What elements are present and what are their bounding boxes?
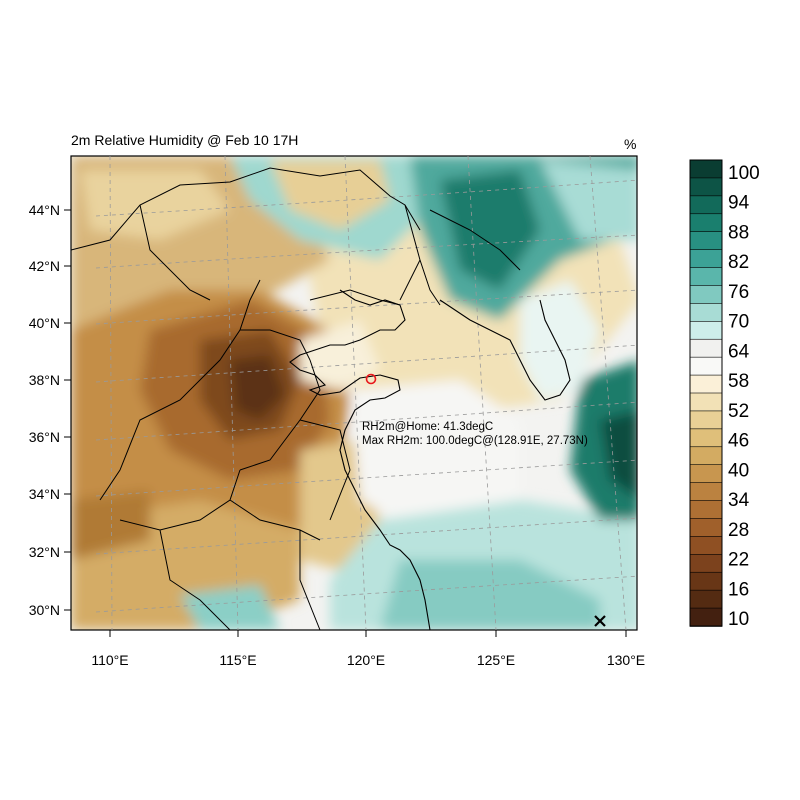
colorbar-swatch: [689, 518, 723, 538]
lat-label: 30°N: [29, 602, 60, 618]
colorbar-label: 82: [728, 252, 749, 273]
colorbar-labels: 100 94 88 82 76 70 64 58 52 46 40 34 28 22 16 10: [728, 163, 760, 630]
colorbar-swatch: [689, 285, 723, 305]
colorbar-label: 10: [728, 609, 749, 630]
home-annotation: RH2m@Home: 41.3degC: [362, 421, 493, 433]
lat-label: 36°N: [29, 429, 60, 445]
colorbar-label: 52: [728, 401, 749, 422]
colorbar-label: 100: [728, 163, 760, 184]
map-frame: [70, 155, 638, 631]
humidity-field: [71, 156, 637, 630]
colorbar-swatch: [689, 177, 723, 197]
colorbar-label: 40: [728, 460, 749, 481]
colorbar-swatch: [689, 607, 723, 627]
colorbar-swatch: [689, 589, 723, 609]
colorbar-label: 70: [728, 312, 749, 333]
colorbar-swatch: [689, 231, 723, 251]
colorbar-swatch: [689, 338, 723, 358]
lon-label: 110°E: [91, 652, 128, 668]
colorbar-swatch: [689, 500, 723, 520]
colorbar-swatch: [689, 249, 723, 269]
colorbar-label: 76: [728, 282, 749, 303]
colorbar-swatch: [689, 374, 723, 394]
lon-label: 130°E: [607, 652, 645, 668]
colorbar: 100 94 88 82 76 70 64 58 52 46 40 34 28 22 16 10: [689, 159, 760, 630]
colorbar-swatch: [689, 428, 723, 448]
colorbar-label: 22: [728, 550, 749, 571]
colorbar-swatch: [689, 303, 723, 323]
units-label: %: [624, 136, 637, 152]
lat-label: 32°N: [29, 544, 60, 560]
lat-label: 38°N: [29, 372, 60, 388]
province-boundaries: [71, 167, 521, 630]
longitude-axis: 110°E 115°E 120°E 125°E 130°E: [91, 630, 645, 668]
colorbar-label: 28: [728, 520, 749, 541]
colorbar-swatch: [689, 482, 723, 502]
colorbar-swatch: [689, 195, 723, 215]
lon-label: 120°E: [347, 652, 385, 668]
lon-label: 115°E: [219, 652, 256, 668]
colorbar-label: 46: [728, 431, 749, 452]
colorbar-swatch: [689, 213, 723, 233]
latitude-axis: 44°N 42°N 40°N 38°N 36°N 34°N 32°N 30°N: [29, 202, 71, 618]
colorbar-label: 94: [728, 193, 750, 214]
lat-label: 44°N: [29, 202, 60, 218]
max-annotation: Max RH2m: 100.0degC@(128.91E, 27.73N): [362, 435, 588, 447]
colorbar-swatch: [689, 159, 723, 179]
colorbar-swatch: [689, 571, 723, 591]
colorbar-swatch: [689, 446, 723, 466]
colorbar-swatches: [689, 159, 723, 627]
colorbar-label: 16: [728, 579, 749, 600]
colorbar-label: 64: [728, 341, 750, 362]
colorbar-swatch: [689, 554, 723, 574]
colorbar-swatch: [689, 392, 723, 412]
coastline: [289, 289, 571, 630]
colorbar-swatch: [689, 321, 723, 341]
colorbar-label: 88: [728, 222, 749, 243]
colorbar-swatch: [689, 267, 723, 287]
circle-marker-icon: [365, 373, 377, 385]
lat-label: 34°N: [29, 486, 60, 502]
lat-label: 40°N: [29, 315, 60, 331]
lon-label: 125°E: [477, 652, 515, 668]
colorbar-swatch: [689, 536, 723, 556]
colorbar-swatch: [689, 464, 723, 484]
colorbar-label: 58: [728, 371, 749, 392]
colorbar-label: 34: [728, 490, 750, 511]
x-marker-icon: [594, 615, 606, 627]
graticule-lines: [95, 156, 637, 630]
map-title: 2m Relative Humidity @ Feb 10 17H: [71, 132, 299, 148]
colorbar-swatch: [689, 356, 723, 376]
lat-label: 42°N: [29, 258, 60, 274]
colorbar-swatch: [689, 410, 723, 430]
